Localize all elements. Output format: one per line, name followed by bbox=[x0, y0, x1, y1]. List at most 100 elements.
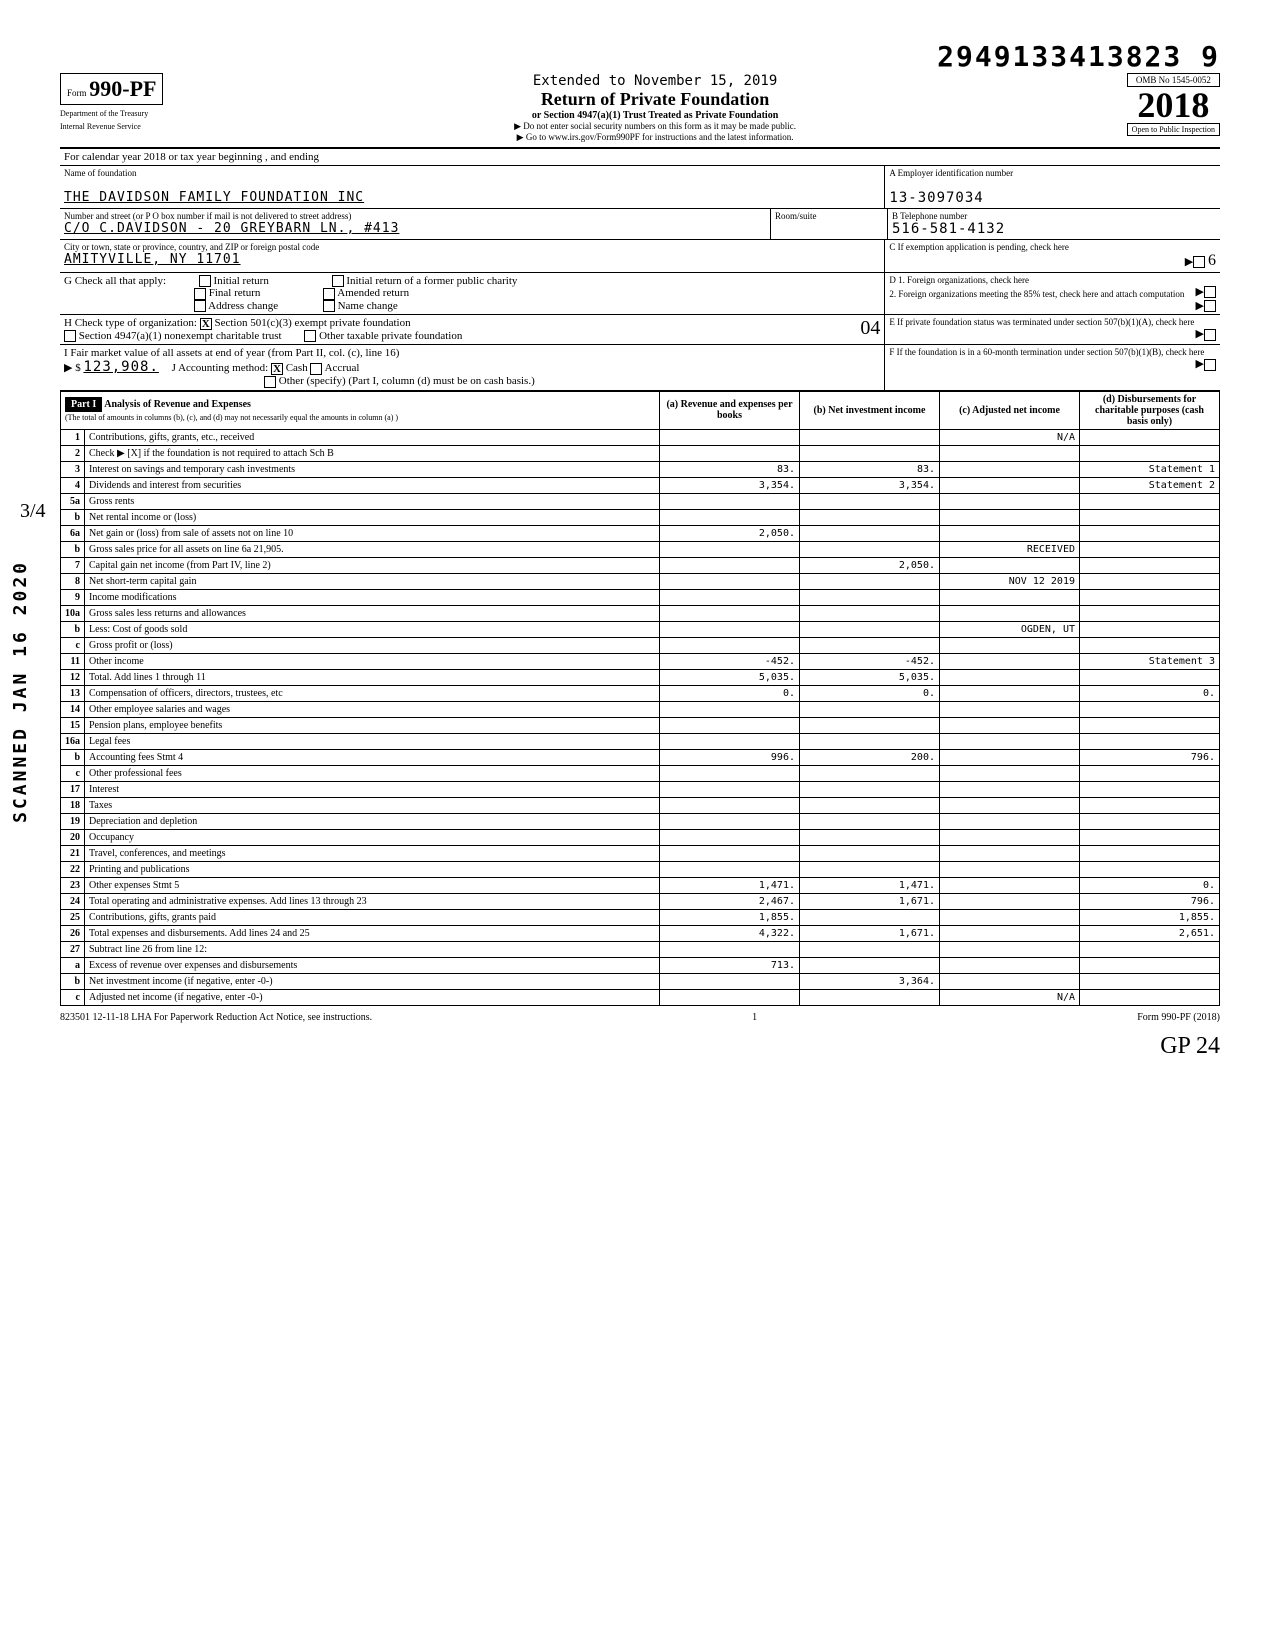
f-checkbox[interactable] bbox=[1204, 359, 1216, 371]
col-a-value bbox=[660, 605, 800, 621]
col-d-value: 796. bbox=[1080, 893, 1220, 909]
line-label: Net gain or (loss) from sale of assets n… bbox=[85, 525, 660, 541]
col-a-value bbox=[660, 765, 800, 781]
g-name-checkbox[interactable] bbox=[323, 300, 335, 312]
col-b-value: 3,354. bbox=[800, 477, 940, 493]
col-d-value bbox=[1080, 493, 1220, 509]
g-address-checkbox[interactable] bbox=[194, 300, 206, 312]
line-number: 25 bbox=[61, 909, 85, 925]
col-b-value bbox=[800, 605, 940, 621]
j-other-checkbox[interactable] bbox=[264, 376, 276, 388]
line-label: Other employee salaries and wages bbox=[85, 701, 660, 717]
col-c-value bbox=[940, 605, 1080, 621]
e-label: E If private foundation status was termi… bbox=[889, 317, 1216, 327]
col-b-header: (b) Net investment income bbox=[800, 391, 940, 429]
col-a-value: 2,050. bbox=[660, 525, 800, 541]
line-label: Gross profit or (loss) bbox=[85, 637, 660, 653]
dept-treasury: Department of the Treasury bbox=[60, 109, 183, 118]
col-a-value bbox=[660, 781, 800, 797]
dept-irs: Internal Revenue Service bbox=[60, 122, 183, 131]
handwritten-04: 04 bbox=[860, 317, 880, 340]
line-number: 11 bbox=[61, 653, 85, 669]
g-amended-checkbox[interactable] bbox=[323, 288, 335, 300]
col-a-value bbox=[660, 989, 800, 1005]
col-a-value bbox=[660, 589, 800, 605]
table-row: 5a Gross rents bbox=[61, 493, 1220, 509]
table-row: 26 Total expenses and disbursements. Add… bbox=[61, 925, 1220, 941]
line-label: Interest on savings and temporary cash i… bbox=[85, 461, 660, 477]
table-row: 6a Net gain or (loss) from sale of asset… bbox=[61, 525, 1220, 541]
line-label: Contributions, gifts, grants paid bbox=[85, 909, 660, 925]
col-a-value: 1,855. bbox=[660, 909, 800, 925]
h-501c3-checkbox[interactable]: X bbox=[200, 318, 212, 330]
col-b-value bbox=[800, 541, 940, 557]
col-b-value: 83. bbox=[800, 461, 940, 477]
col-a-value: 713. bbox=[660, 957, 800, 973]
handwritten-6: 6 bbox=[1208, 252, 1216, 269]
g-initial-checkbox[interactable] bbox=[199, 275, 211, 287]
table-row: 15 Pension plans, employee benefits bbox=[61, 717, 1220, 733]
line-number: b bbox=[61, 749, 85, 765]
col-d-value bbox=[1080, 445, 1220, 461]
line-number: 10a bbox=[61, 605, 85, 621]
h-4947-checkbox[interactable] bbox=[64, 330, 76, 342]
line-number: 8 bbox=[61, 573, 85, 589]
line-number: 27 bbox=[61, 941, 85, 957]
col-c-value bbox=[940, 701, 1080, 717]
col-b-value bbox=[800, 589, 940, 605]
col-a-value bbox=[660, 493, 800, 509]
line-label: Net rental income or (loss) bbox=[85, 509, 660, 525]
scanned-stamp: SCANNED JAN 16 2020 bbox=[10, 560, 31, 823]
col-d-value bbox=[1080, 765, 1220, 781]
street-label: Number and street (or P O box number if … bbox=[64, 211, 766, 221]
col-c-value bbox=[940, 557, 1080, 573]
d1-checkbox[interactable] bbox=[1204, 286, 1216, 298]
col-d-value bbox=[1080, 733, 1220, 749]
g-final-checkbox[interactable] bbox=[194, 288, 206, 300]
col-d-value bbox=[1080, 525, 1220, 541]
h-other-checkbox[interactable] bbox=[304, 330, 316, 342]
j-cash-checkbox[interactable]: X bbox=[271, 363, 283, 375]
line-number: 4 bbox=[61, 477, 85, 493]
col-c-value bbox=[940, 813, 1080, 829]
col-a-value bbox=[660, 573, 800, 589]
part1-table: Part I Analysis of Revenue and Expenses … bbox=[60, 391, 1220, 1006]
fraction-mark: 3/4 bbox=[20, 500, 46, 523]
col-c-header: (c) Adjusted net income bbox=[940, 391, 1080, 429]
col-c-value bbox=[940, 733, 1080, 749]
j-accrual-checkbox[interactable] bbox=[310, 363, 322, 375]
col-b-value: 3,364. bbox=[800, 973, 940, 989]
table-row: 2 Check ▶ [X] if the foundation is not r… bbox=[61, 445, 1220, 461]
line-label: Total operating and administrative expen… bbox=[85, 893, 660, 909]
col-c-value: NOV 12 2019 bbox=[940, 573, 1080, 589]
g-label: G Check all that apply: bbox=[64, 275, 166, 287]
table-row: 10a Gross sales less returns and allowan… bbox=[61, 605, 1220, 621]
line-number: 18 bbox=[61, 797, 85, 813]
e-checkbox[interactable] bbox=[1204, 329, 1216, 341]
col-d-value bbox=[1080, 861, 1220, 877]
col-a-value bbox=[660, 861, 800, 877]
form-label: Form bbox=[67, 88, 87, 98]
table-row: 23 Other expenses Stmt 5 1,471. 1,471. 0… bbox=[61, 877, 1220, 893]
col-b-value: 200. bbox=[800, 749, 940, 765]
table-row: 9 Income modifications bbox=[61, 589, 1220, 605]
line-number: 5a bbox=[61, 493, 85, 509]
col-c-value bbox=[940, 509, 1080, 525]
d2-checkbox[interactable] bbox=[1204, 300, 1216, 312]
line-number: b bbox=[61, 541, 85, 557]
form-number: 990-PF bbox=[89, 76, 156, 101]
col-b-value bbox=[800, 909, 940, 925]
part1-note: (The total of amounts in columns (b), (c… bbox=[65, 413, 398, 422]
col-d-value bbox=[1080, 973, 1220, 989]
col-a-value bbox=[660, 621, 800, 637]
col-a-value: -452. bbox=[660, 653, 800, 669]
col-a-value bbox=[660, 509, 800, 525]
col-c-value bbox=[940, 829, 1080, 845]
g-former-checkbox[interactable] bbox=[332, 275, 344, 287]
col-b-value bbox=[800, 429, 940, 445]
line-label: Printing and publications bbox=[85, 861, 660, 877]
col-d-value bbox=[1080, 701, 1220, 717]
foundation-name: THE DAVIDSON FAMILY FOUNDATION INC bbox=[64, 190, 880, 205]
c-checkbox[interactable] bbox=[1193, 256, 1205, 268]
col-b-value: 1,671. bbox=[800, 893, 940, 909]
